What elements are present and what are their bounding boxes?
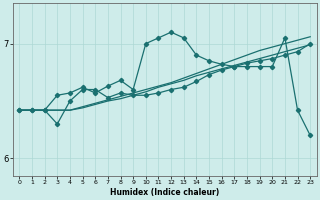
X-axis label: Humidex (Indice chaleur): Humidex (Indice chaleur) [110,188,220,197]
